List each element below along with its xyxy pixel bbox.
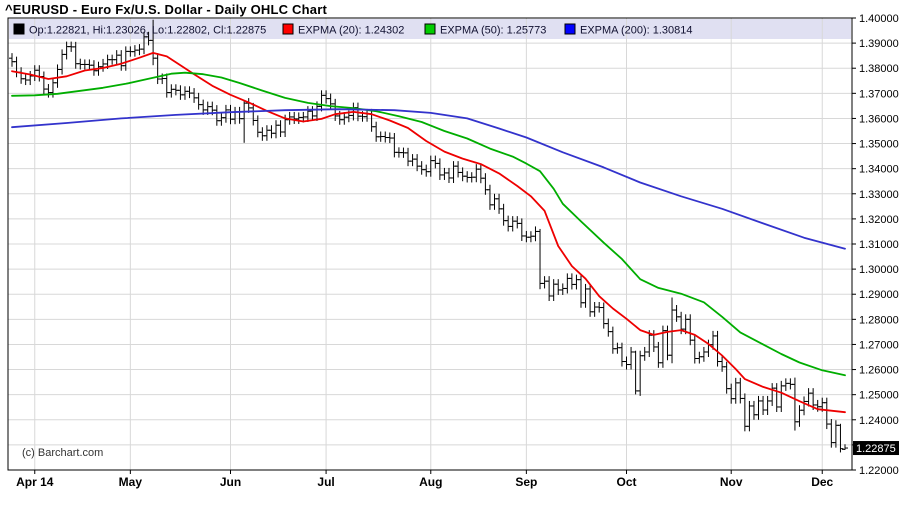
vertical-gridlines [34,18,823,470]
y-axis-tick-label: 1.39000 [859,38,899,50]
ema-line-50 [11,71,846,377]
y-axis-tick-label: 1.32000 [859,214,899,226]
y-axis-tick-label: 1.26000 [859,365,899,377]
price-callout-label: 1.22875 [856,443,896,455]
ema-line-20 [11,52,846,414]
x-axis-tick-label: Dec [811,475,833,489]
y-axis-tick-label: 1.37000 [859,88,899,100]
legend-entry-label: EXPMA (20): 1.24302 [298,25,404,37]
y-axis-tick-label: 1.29000 [859,289,899,301]
legend-entry-label: Op:1.22821, Hi:1.23026, Lo:1.22802, Cl:1… [29,25,266,37]
x-axis-tick-label: Nov [720,475,743,489]
legend-swatch [564,23,576,35]
ema-line-200 [11,108,846,250]
y-axis-tick-label: 1.33000 [859,189,899,201]
ohlc-bars [9,19,848,453]
x-axis-tick-label: Jul [317,475,334,489]
x-axis-labels: Apr 14 May Jun Jul Aug Sep Oct Nov Dec [16,470,834,489]
x-axis-tick-label: May [119,475,143,489]
legend-swatch [13,23,25,35]
price-callout: 1.22875 [853,441,899,456]
legend-swatch [282,23,294,35]
x-axis-tick-label: Aug [419,475,442,489]
y-axis-labels: 1.40000 1.39000 1.38000 1.37000 1.36000 1.350… [852,13,899,477]
y-axis-tick-label: 1.24000 [859,415,899,427]
x-axis-tick-label: Apr 14 [16,475,54,489]
y-axis-tick-label: 1.30000 [859,264,899,276]
y-axis-tick-label: 1.31000 [859,239,899,251]
horizontal-gridlines [8,42,852,446]
y-axis-tick-label: 1.36000 [859,113,899,125]
x-axis-tick-label: Sep [515,475,537,489]
y-axis-tick-label: 1.28000 [859,314,899,326]
y-axis-tick-label: 1.34000 [859,164,899,176]
chart-title: ^EURUSD - Euro Fx/U.S. Dollar - Daily OH… [5,2,328,17]
watermark: (c) Barchart.com [22,447,104,459]
legend-entry-label: EXPMA (200): 1.30814 [580,25,693,37]
legend-swatch [424,23,436,35]
y-axis-tick-label: 1.40000 [859,13,899,25]
x-axis-tick-label: Jun [220,475,241,489]
legend-entry-label: EXPMA (50): 1.25773 [440,25,546,37]
y-axis-tick-label: 1.38000 [859,63,899,75]
y-axis-tick-label: 1.35000 [859,139,899,151]
legend: Op:1.22821, Hi:1.23026, Lo:1.22802, Cl:1… [13,23,693,37]
x-axis-tick-label: Oct [617,475,637,489]
y-axis-tick-label: 1.25000 [859,390,899,402]
y-axis-tick-label: 1.22000 [859,465,899,477]
y-axis-tick-label: 1.27000 [859,339,899,351]
